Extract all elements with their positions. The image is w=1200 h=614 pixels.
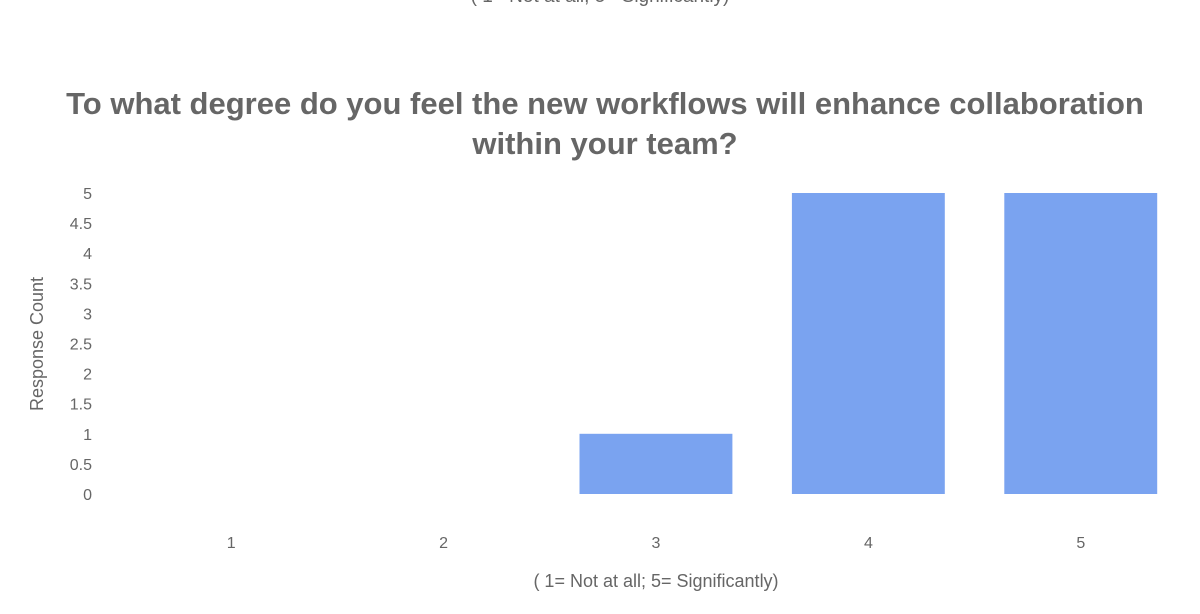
bar-5 — [1004, 193, 1158, 494]
bar-3 — [579, 433, 733, 494]
y-tick-label: 2.5 — [70, 337, 92, 354]
x-tick-label-1: 1 — [227, 535, 236, 552]
y-axis-ticks: 0 0.5 1 1.5 2 2.5 3 3.5 4 4.5 5 — [70, 186, 92, 504]
y-tick-label: 3.5 — [70, 276, 92, 293]
y-tick-label: 1 — [83, 427, 92, 444]
x-tick-label-4: 4 — [864, 535, 873, 552]
previous-chart-xlabel-fragment: ( 1= Not at all; 5= Significantly) — [0, 0, 1200, 8]
x-tick-label-5: 5 — [1076, 535, 1085, 552]
x-tick-label-2: 2 — [439, 535, 448, 552]
y-tick-label: 0.5 — [70, 457, 92, 474]
bar-4 — [791, 193, 945, 494]
y-tick-label: 3 — [83, 306, 92, 323]
y-tick-label: 0 — [83, 487, 92, 504]
y-tick-label: 4 — [83, 246, 92, 263]
y-tick-label: 1.5 — [70, 397, 92, 414]
y-axis-label: Response Count — [27, 277, 47, 411]
y-tick-label: 2 — [83, 367, 92, 384]
chart-title: To what degree do you feel the new workf… — [66, 86, 1144, 161]
y-tick-label: 5 — [83, 186, 92, 203]
x-axis-label: ( 1= Not at all; 5= Significantly) — [533, 571, 778, 591]
bars-group — [579, 193, 1158, 494]
x-tick-label-3: 3 — [652, 535, 661, 552]
y-tick-label: 4.5 — [70, 216, 92, 233]
x-axis-ticks: 1 2 3 4 5 — [227, 535, 1086, 552]
